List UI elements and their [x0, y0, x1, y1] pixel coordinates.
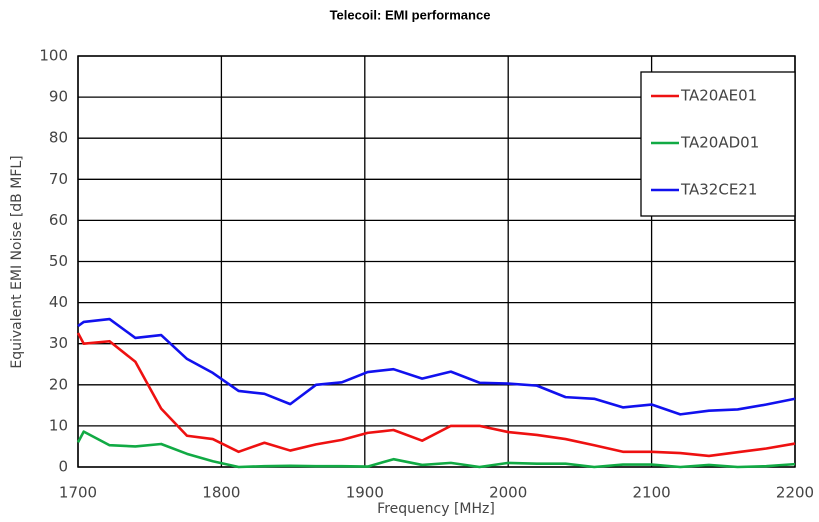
y-tick-label: 10	[49, 416, 68, 434]
x-tick-label: 2200	[776, 484, 814, 502]
legend-label: TA20AD01	[680, 134, 759, 152]
series-line	[76, 430, 796, 469]
legend-label: TA32CE21	[680, 181, 757, 199]
x-tick-label: 1700	[59, 484, 97, 502]
series-line	[77, 317, 796, 416]
y-tick-label: 20	[49, 375, 68, 393]
series-line	[76, 332, 796, 458]
y-tick-label: 70	[49, 170, 68, 188]
y-tick-label: 40	[49, 293, 68, 311]
legend-label: TA20AE01	[680, 87, 757, 105]
x-tick-label: 1800	[202, 484, 240, 502]
y-tick-label: 30	[49, 334, 68, 352]
y-tick-label: 50	[49, 252, 68, 270]
x-axis-label: Frequency [MHz]	[377, 501, 495, 517]
y-tick-label: 90	[49, 88, 68, 106]
y-axis-label: Equivalent EMI Noise [dB MFL]	[9, 155, 25, 368]
x-tick-label: 2000	[489, 484, 527, 502]
x-tick-label: 2100	[633, 484, 671, 502]
y-tick-label: 0	[58, 458, 68, 476]
chart-title: Telecoil: EMI performance	[330, 7, 491, 22]
x-tick-label: 1900	[346, 484, 384, 502]
y-tick-label: 80	[49, 129, 68, 147]
y-tick-label: 100	[39, 47, 68, 65]
y-tick-label: 60	[49, 211, 68, 229]
